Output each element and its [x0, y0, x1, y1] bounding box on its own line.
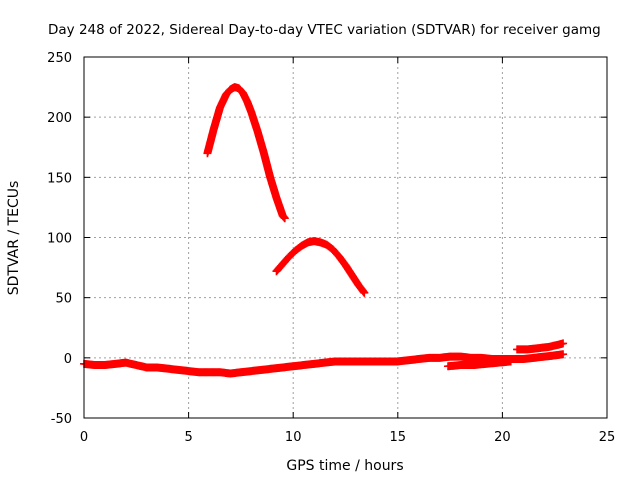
x-axis-label: GPS time / hours: [286, 458, 403, 474]
x-tick-label: 25: [599, 430, 616, 445]
axis-ticks: 0 5 10 15 20 25 -50 0 50 100 150 200 250: [47, 51, 615, 445]
series-arc-5: [513, 339, 568, 354]
y-tick-label: 250: [47, 51, 72, 66]
x-tick-label: 10: [285, 430, 302, 445]
y-tick-label: 150: [47, 171, 72, 186]
y-tick-label: 100: [47, 232, 72, 247]
y-axis-label: SDTVAR / TECUs: [6, 181, 22, 296]
series-arc-3: [80, 350, 568, 378]
x-tick-label: 0: [80, 430, 88, 445]
data-point: [559, 350, 568, 359]
data-point: [506, 357, 515, 366]
data-point: [360, 288, 369, 297]
y-tick-label: 200: [47, 111, 72, 126]
x-tick-label: 5: [184, 430, 192, 445]
series-arc-1: [203, 83, 289, 223]
chart-title: Day 248 of 2022, Sidereal Day-to-day VTE…: [48, 22, 601, 38]
series-arc-2: [272, 237, 369, 297]
data-point: [280, 214, 289, 223]
data-points: [80, 83, 568, 378]
x-tick-label: 20: [494, 430, 511, 445]
y-tick-label: -50: [51, 412, 72, 427]
x-tick-label: 15: [390, 430, 407, 445]
y-tick-label: 0: [64, 352, 72, 367]
data-point: [559, 339, 568, 348]
y-tick-label: 50: [55, 292, 72, 307]
series-arc-4: [444, 357, 515, 371]
